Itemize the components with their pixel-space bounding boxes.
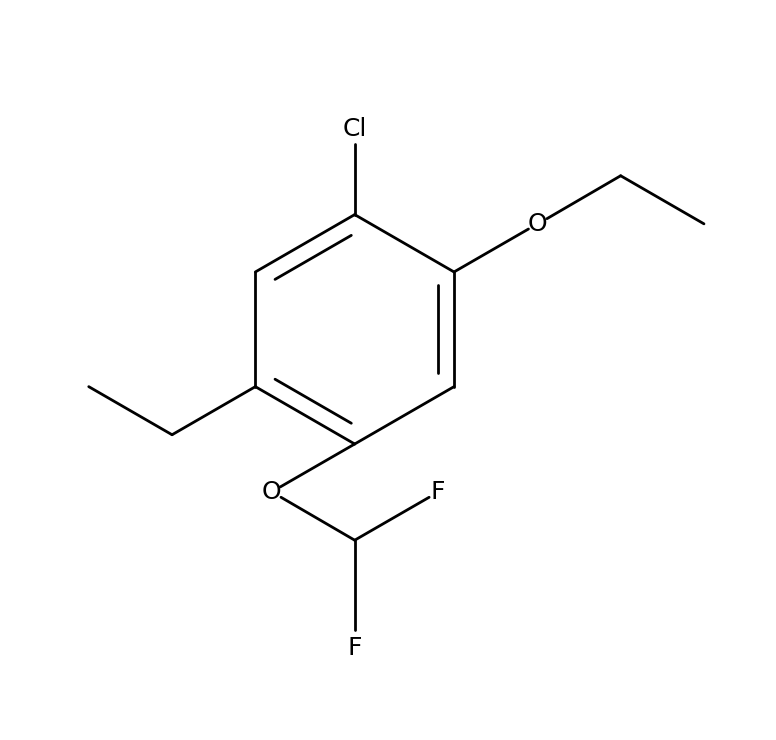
Text: Cl: Cl — [342, 117, 367, 141]
Text: F: F — [431, 480, 445, 504]
Text: F: F — [348, 636, 362, 660]
Text: O: O — [262, 480, 281, 504]
Text: O: O — [528, 212, 547, 236]
